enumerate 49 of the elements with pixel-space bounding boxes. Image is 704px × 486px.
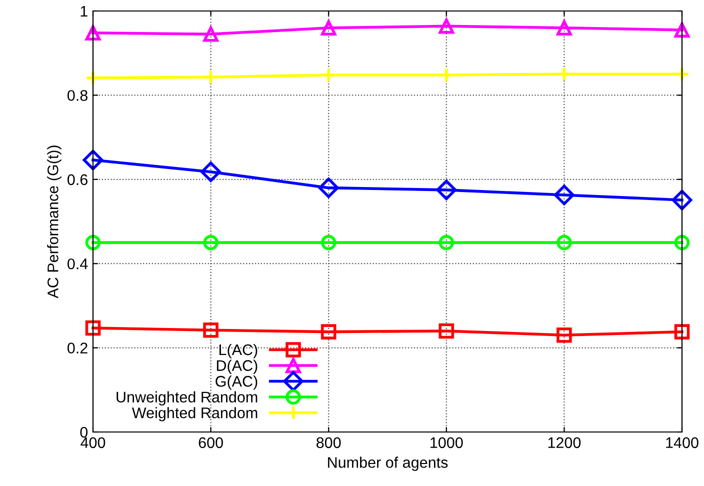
point <box>85 70 101 86</box>
point <box>320 20 336 36</box>
point <box>556 234 572 250</box>
legend-label: Unweighted Random <box>116 391 258 406</box>
legend-label: L(AC) <box>220 344 258 358</box>
x-tick-label: 1400 <box>666 437 698 448</box>
point <box>85 25 101 41</box>
y-tick-label: 0.2 <box>68 342 88 354</box>
y-axis-title: AC Performance (G(t)) <box>47 146 62 298</box>
point <box>318 178 339 198</box>
point <box>203 69 218 85</box>
point <box>320 234 336 250</box>
point <box>438 18 454 34</box>
point <box>438 323 454 339</box>
legend-label: D(AC) <box>216 360 258 374</box>
point <box>203 26 218 42</box>
x-tick-label: 1200 <box>548 437 581 448</box>
point <box>320 324 336 340</box>
point <box>674 66 690 82</box>
x-tick-label: 800 <box>316 437 341 448</box>
point <box>438 67 454 83</box>
legend-label: G(AC) <box>216 376 258 390</box>
point <box>82 150 104 170</box>
point <box>203 322 218 338</box>
point <box>674 324 690 340</box>
point <box>438 234 454 250</box>
point <box>556 66 572 82</box>
y-tick-label: 0.4 <box>68 258 88 270</box>
point <box>436 180 457 200</box>
y-tick-label: 0 <box>80 426 88 438</box>
point <box>85 234 101 250</box>
point <box>556 20 572 36</box>
x-tick-label: 1000 <box>430 437 463 448</box>
point <box>674 234 690 250</box>
x-axis-title: Number of agents <box>328 456 448 471</box>
point <box>320 67 336 83</box>
legend-label: Weighted Random <box>132 407 258 422</box>
point <box>85 320 101 336</box>
x-tick-label: 400 <box>80 437 106 448</box>
y-tick-label: 0.8 <box>68 90 88 101</box>
point <box>200 162 222 182</box>
point <box>672 190 692 210</box>
y-tick-label: 1 <box>80 6 88 17</box>
x-tick-label: 600 <box>198 437 223 448</box>
point <box>554 184 574 206</box>
y-tick-label: 0.6 <box>68 174 88 186</box>
point <box>674 22 690 38</box>
point <box>556 328 572 343</box>
point <box>203 234 218 250</box>
